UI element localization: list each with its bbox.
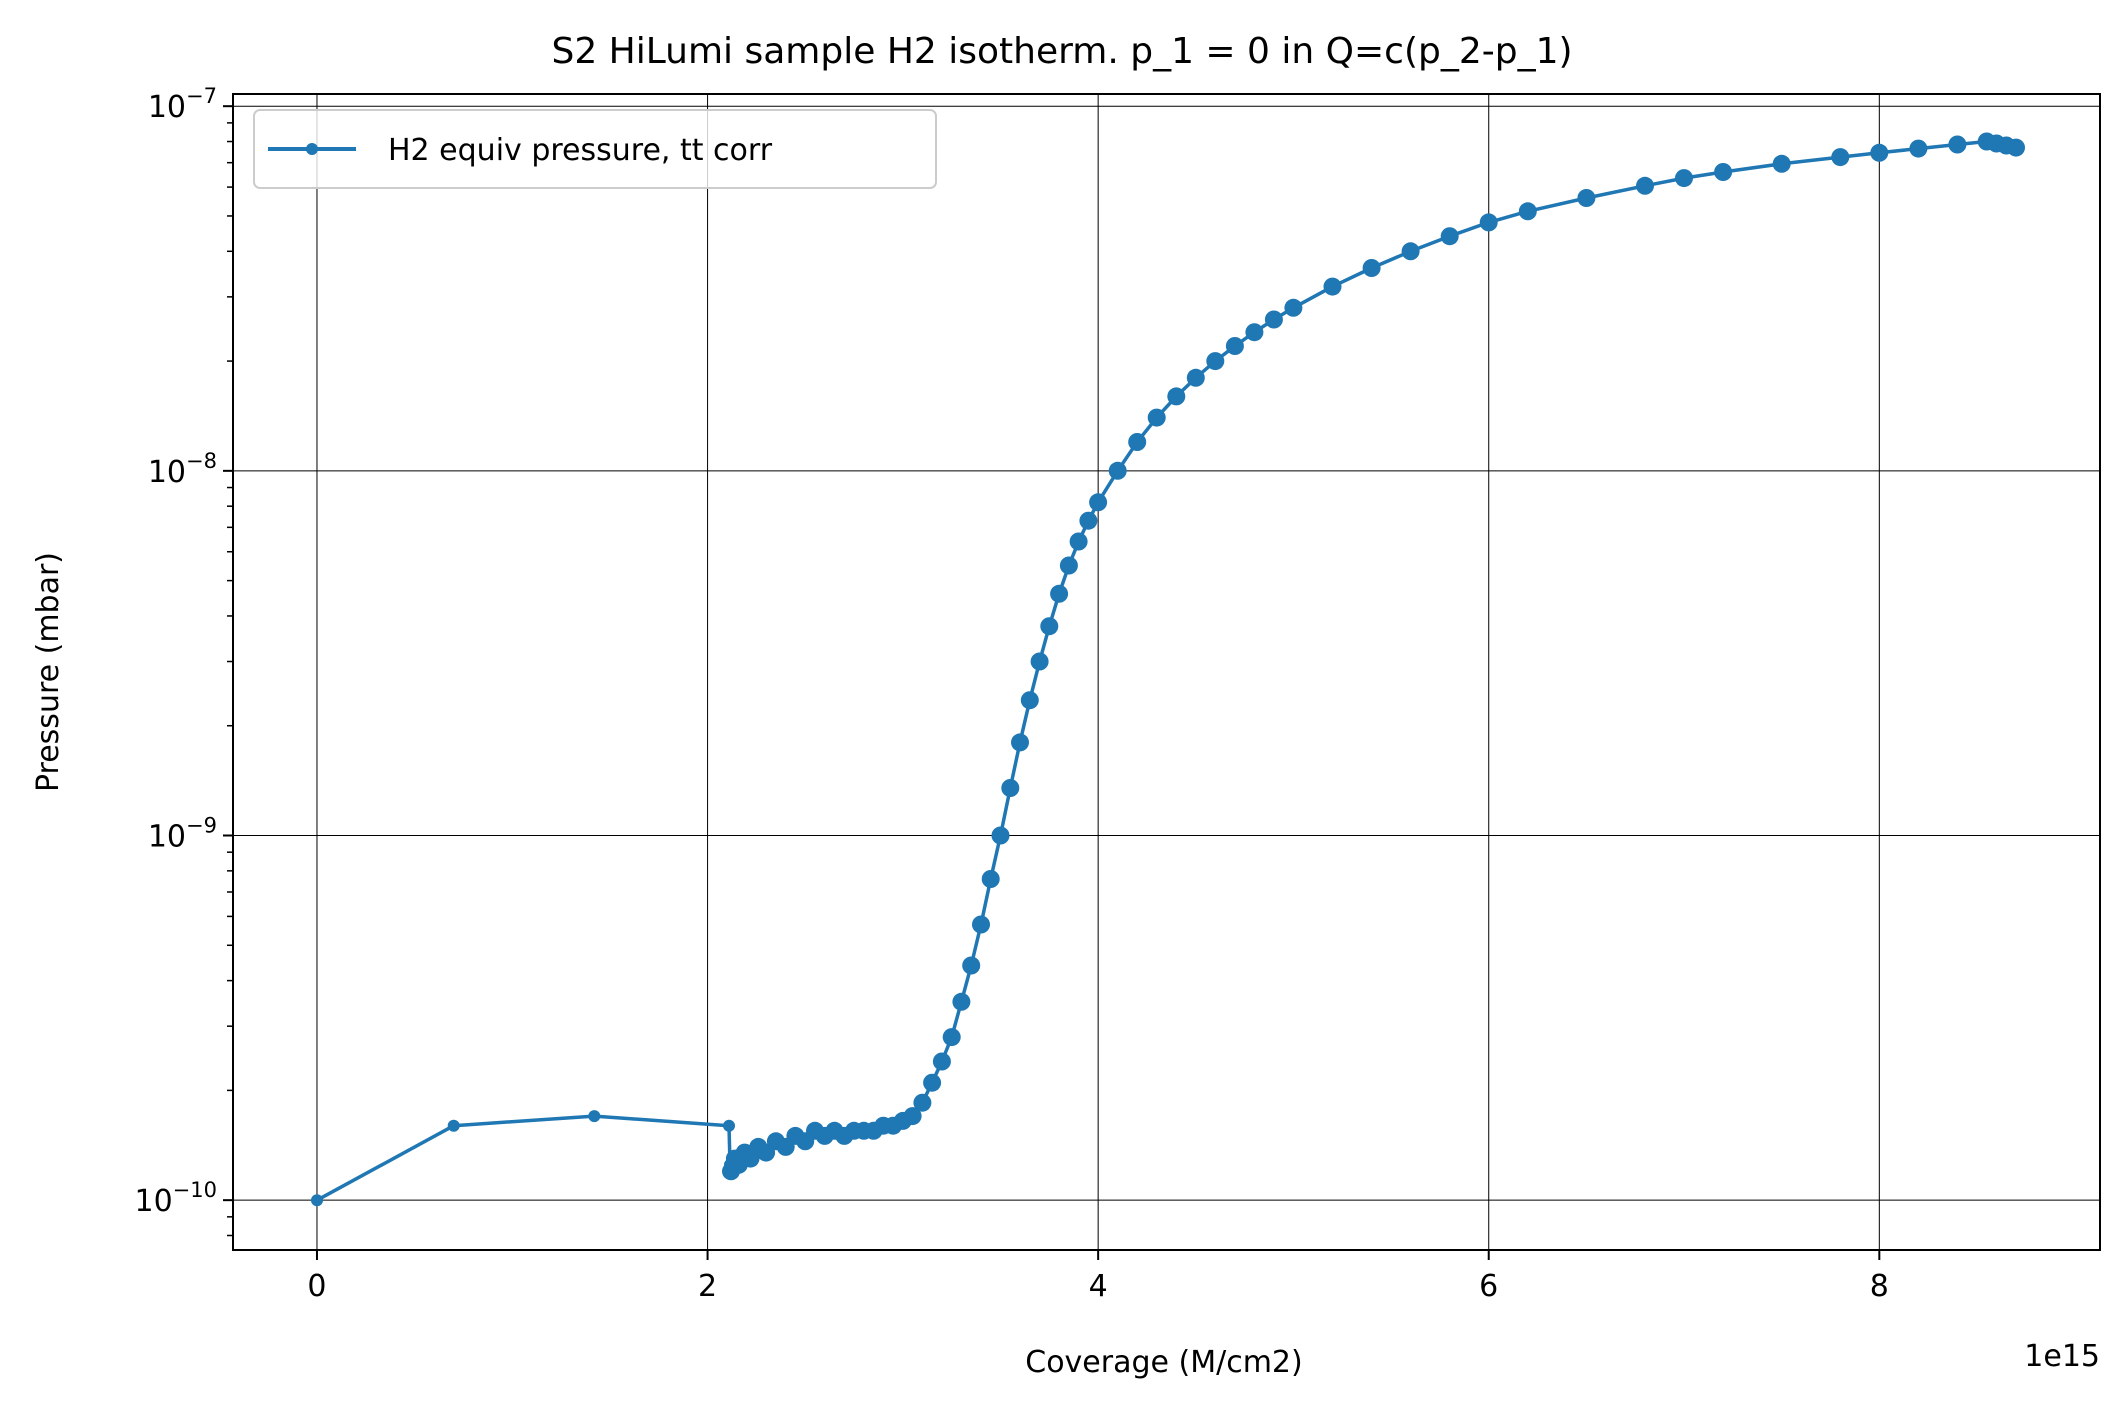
series-point [1948, 135, 1967, 154]
series-point [1020, 691, 1039, 710]
series-point [1069, 532, 1088, 551]
series-point [981, 870, 1000, 888]
y-tick-label: 10−7 [148, 84, 217, 125]
y-tick-label: 10−8 [148, 449, 217, 490]
series-point [1206, 352, 1225, 371]
x-tick-label: 0 [307, 1269, 326, 1304]
series-point [1772, 154, 1791, 173]
series-point [1675, 169, 1693, 188]
x-tick-label: 4 [1089, 1269, 1108, 1304]
x-tick-label: 2 [698, 1269, 717, 1304]
series-point [1284, 298, 1303, 317]
series-point [1050, 584, 1069, 603]
series-point [1909, 139, 1928, 158]
series-point [1147, 408, 1166, 427]
series-point [1577, 189, 1596, 207]
x-offset-label: 1e15 [2024, 1339, 2100, 1374]
x-tick-label: 6 [1479, 1269, 1498, 1304]
series-point [1362, 259, 1381, 277]
series-point [972, 915, 990, 934]
series-point [1030, 652, 1049, 671]
legend: H2 equiv pressure, tt corr [253, 109, 937, 189]
series-point [1128, 433, 1147, 451]
series-point [1108, 461, 1127, 480]
x-axis-label: Coverage (M/cm2) [1025, 1345, 1302, 1380]
y-tick-label: 10−10 [134, 1178, 217, 1219]
series-point [923, 1073, 942, 1092]
y-axis-label: Pressure (mbar) [31, 552, 66, 792]
y-tick-label: 10−9 [148, 814, 217, 855]
series-point [952, 992, 971, 1011]
series-point [1479, 213, 1498, 232]
series-point [1636, 176, 1654, 195]
series-point [1323, 277, 1342, 296]
series-line [316, 139, 2017, 1202]
series-point [962, 956, 981, 975]
series-point [1167, 387, 1186, 406]
series-point [932, 1052, 951, 1071]
grid-layer [233, 94, 2100, 1250]
series-point [723, 1119, 735, 1132]
series-point [1040, 617, 1059, 636]
chart-title: S2 HiLumi sample H2 isotherm. p_1 = 0 in… [551, 31, 1572, 72]
series-point [1059, 556, 1078, 575]
series-point [1518, 202, 1537, 221]
series-point [1011, 733, 1029, 752]
series-point [942, 1028, 961, 1047]
series-point [1186, 368, 1205, 387]
series-point [1714, 163, 1733, 181]
series-point [1089, 493, 1108, 512]
series-layer [311, 132, 2025, 1207]
series-point [1401, 242, 1420, 261]
series-point [1264, 310, 1283, 329]
legend-box [253, 109, 937, 189]
series-point [1831, 148, 1850, 167]
series-point [311, 1194, 323, 1207]
plot-frame [232, 93, 2101, 1251]
series-point [1245, 323, 1264, 342]
series-point [2007, 138, 2025, 157]
series-point [991, 826, 1010, 845]
series-point [588, 1110, 601, 1123]
legend-series-marker [306, 143, 318, 155]
series-point [1870, 143, 1889, 162]
series-point [1225, 337, 1244, 355]
tick-layer: 0 2 4 6 8 10−10 10−9 10−8 10−7 [134, 84, 1888, 1304]
series-point [903, 1107, 922, 1126]
series-point [447, 1119, 460, 1132]
legend-series-label: H2 equiv pressure, tt corr [388, 133, 773, 168]
series-point [913, 1093, 932, 1112]
x-tick-label: 8 [1870, 1269, 1889, 1304]
series-point [1001, 779, 1020, 797]
series-point [1079, 511, 1098, 530]
series-point [1440, 227, 1459, 246]
